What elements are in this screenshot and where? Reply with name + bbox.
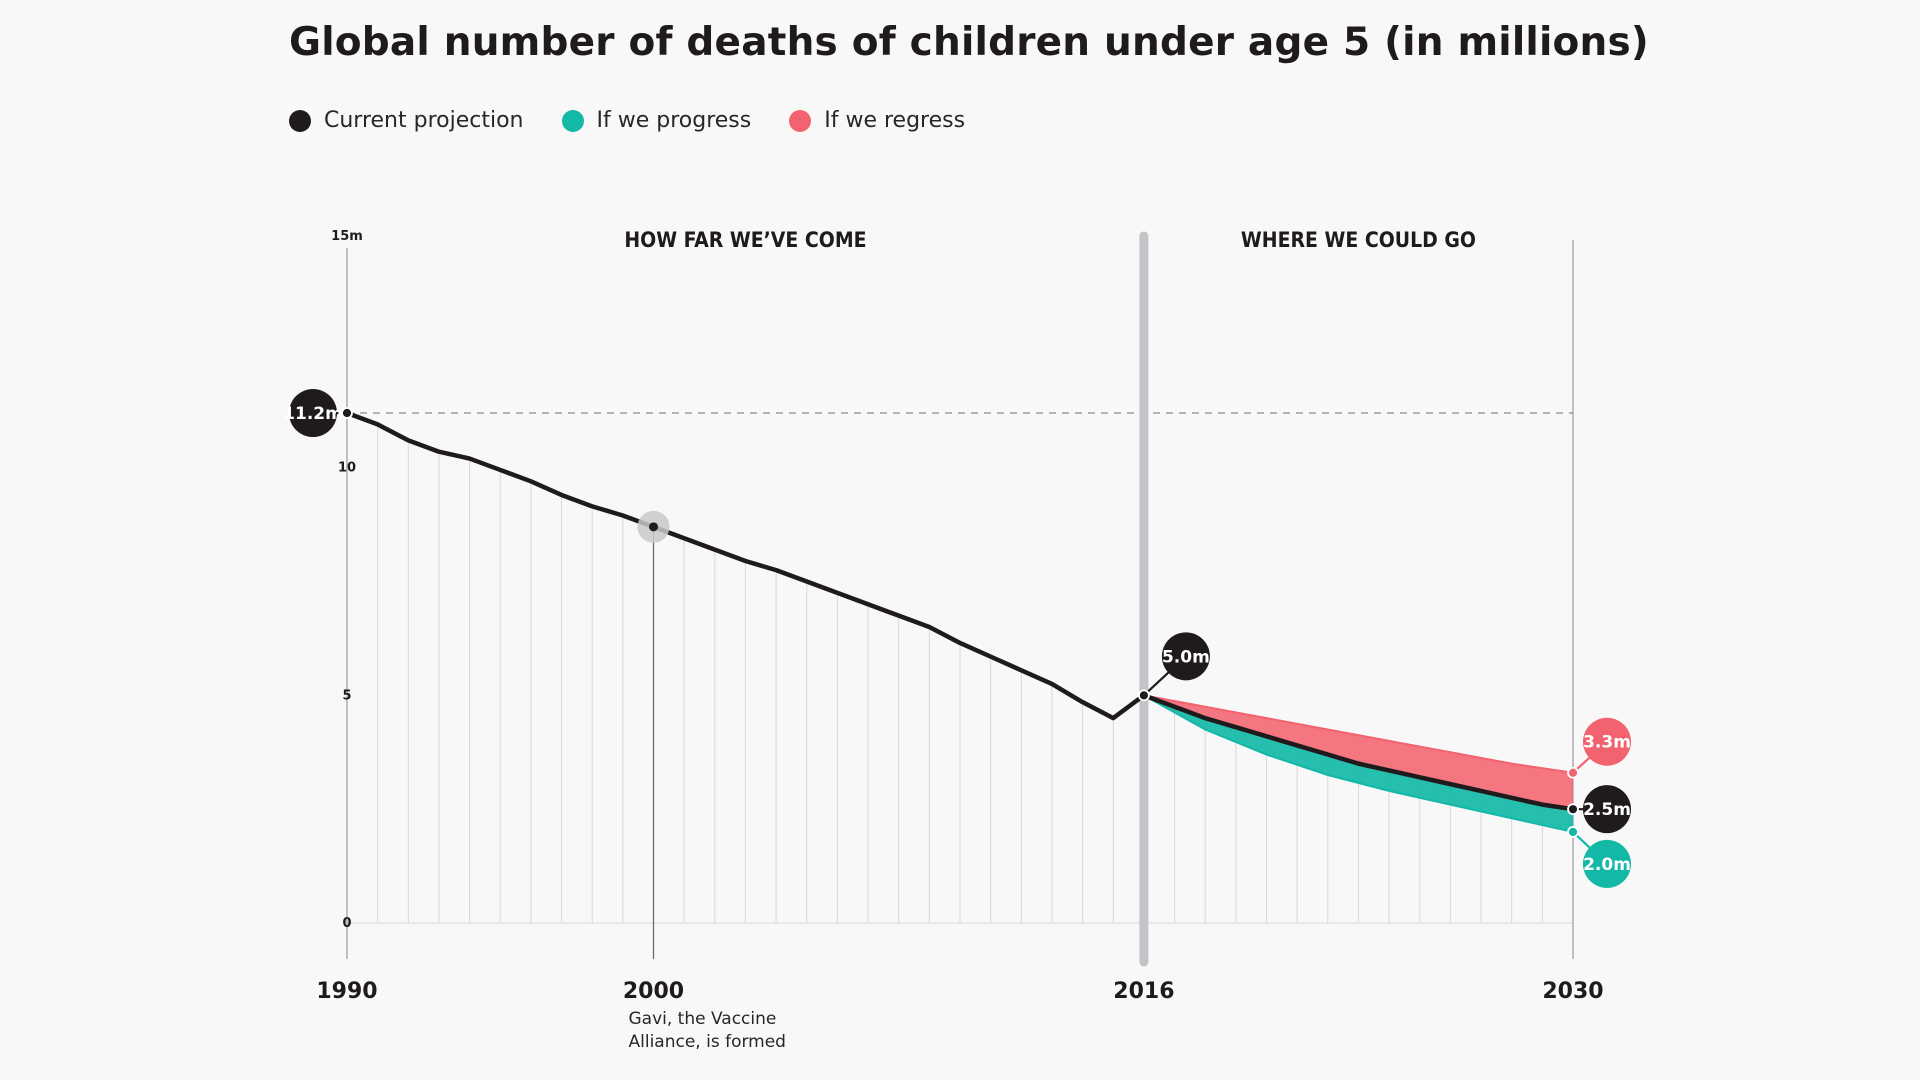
annotation-point xyxy=(649,522,658,532)
y-tick-label: 10 xyxy=(338,461,356,476)
legend-label-regress: If we regress xyxy=(824,108,966,133)
callout-point xyxy=(1567,803,1579,816)
callout-label: 2.0m xyxy=(1583,855,1631,875)
annotation-gavi: Gavi, the Vaccine Alliance, is formed xyxy=(629,1009,786,1052)
section-heading: WHERE WE COULD GO xyxy=(1241,228,1476,252)
x-tick-labels: 1990 2000 2016 2030 xyxy=(316,979,1603,1004)
progress-band xyxy=(1143,695,1573,832)
callout-current: 11.2m xyxy=(283,389,353,438)
callout-current: 2.5m xyxy=(1567,785,1631,834)
callout-point xyxy=(1567,826,1579,838)
legend-marker-regress xyxy=(789,109,812,132)
annotation-text-line: Alliance, is formed xyxy=(629,1032,786,1052)
legend-marker-progress xyxy=(561,109,584,132)
callout-label: 11.2m xyxy=(283,404,343,424)
y-tick-label: 0 xyxy=(342,916,351,931)
callout-regress: 3.3m xyxy=(1567,717,1631,779)
callout-bubble xyxy=(1161,632,1210,681)
x-tick-label: 1990 xyxy=(316,979,377,1004)
callout-progress: 2.0m xyxy=(1567,826,1631,888)
legend-item-progress: If we progress xyxy=(561,108,752,133)
callout-label: 5.0m xyxy=(1162,647,1210,667)
regress-line xyxy=(1143,694,1574,774)
callout-point xyxy=(341,407,353,419)
callout-current: 5.0m xyxy=(1138,632,1210,702)
year-gridlines xyxy=(377,424,1543,923)
legend-item-regress: If we regress xyxy=(789,108,965,133)
current-projection-line xyxy=(344,410,1576,812)
annotation-text-line: Gavi, the Vaccine xyxy=(629,1009,777,1029)
regress-band xyxy=(1143,695,1573,810)
callout-label: 2.5m xyxy=(1583,800,1631,820)
legend-label-progress: If we progress xyxy=(596,108,752,133)
callout-point xyxy=(1138,689,1150,702)
chart-legend: Current projection If we progress If we … xyxy=(289,108,1003,133)
legend-item-current: Current projection xyxy=(289,108,524,133)
callout-label: 3.3m xyxy=(1583,733,1631,753)
x-tick-label: 2030 xyxy=(1542,979,1603,1004)
legend-marker-current xyxy=(289,109,311,132)
chart-title: Global number of deaths of children unde… xyxy=(289,20,1649,65)
y-tick-label: 5 xyxy=(342,688,351,703)
y-tick-labels: 0 5 10 15m xyxy=(331,229,363,931)
progress-line xyxy=(1143,694,1574,833)
x-tick-label: 2016 xyxy=(1113,979,1174,1004)
y-tick-label: 15m xyxy=(331,229,363,244)
x-tick-label: 2000 xyxy=(623,979,684,1004)
value-callouts: 11.2m 5.0m 3.3m 2.5m 2.0m xyxy=(283,389,1631,888)
section-headings: HOW FAR WE’VE COME WHERE WE COULD GO xyxy=(624,228,1476,252)
callout-point xyxy=(1567,766,1579,779)
callout-bubble xyxy=(1583,785,1631,834)
callout-bubble xyxy=(1583,839,1631,888)
callout-bubble xyxy=(289,389,337,438)
callout-bubble xyxy=(1583,717,1631,766)
section-heading: HOW FAR WE’VE COME xyxy=(624,228,866,252)
legend-label-current: Current projection xyxy=(324,108,524,133)
